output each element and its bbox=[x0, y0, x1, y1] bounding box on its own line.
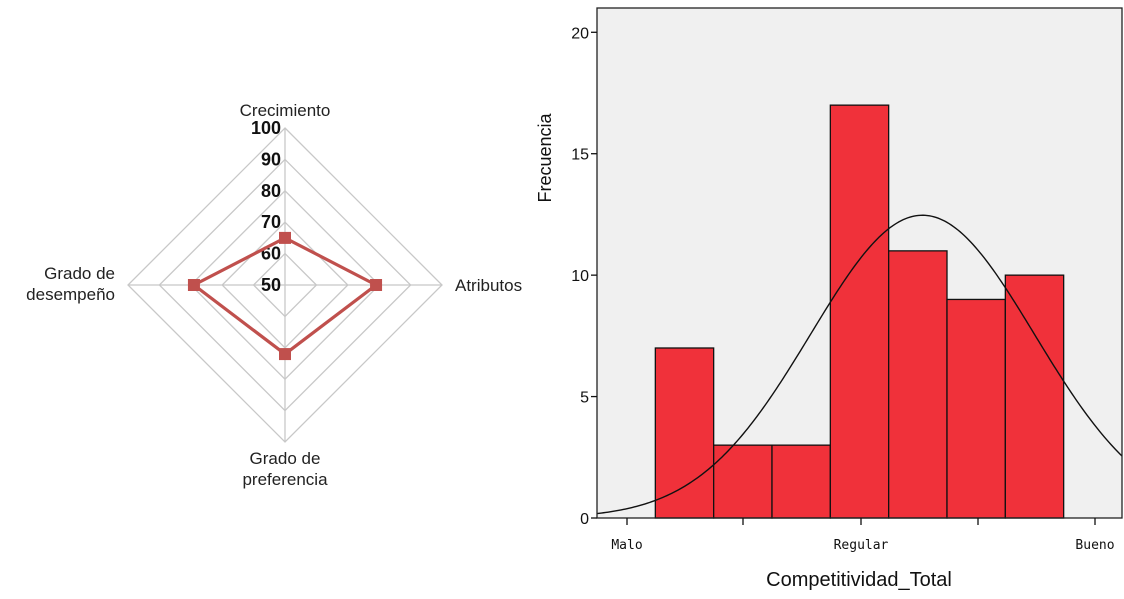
y-tick-label: 20 bbox=[571, 25, 589, 42]
radar-axis-label: Crecimiento bbox=[240, 101, 331, 120]
y-tick-label: 10 bbox=[571, 268, 589, 285]
histogram-bar bbox=[654, 347, 715, 519]
histogram-bar bbox=[1004, 274, 1065, 519]
histogram-bar bbox=[713, 444, 773, 519]
histogram-chart: 0 5 10 15 20 Malo Regular Bueno Frecuencia Com… bbox=[535, 7, 1123, 591]
radar-point-marker bbox=[370, 279, 383, 291]
radar-point-marker bbox=[187, 279, 200, 291]
histogram-bar bbox=[829, 104, 890, 519]
radar-axes bbox=[128, 128, 442, 442]
radar-axis-label: Atributos bbox=[455, 276, 522, 295]
radar-point-marker bbox=[279, 231, 291, 244]
x-axis-label: Competitividad_Total bbox=[766, 569, 952, 591]
x-tick-label: Regular bbox=[834, 538, 889, 553]
y-tick-label: 15 bbox=[571, 147, 589, 164]
histogram-bar bbox=[946, 298, 1006, 519]
histogram-bars bbox=[654, 104, 1065, 519]
normal-curve bbox=[596, 214, 1123, 515]
radar-axis-label: Grado de desempeño bbox=[26, 264, 115, 304]
x-tick-label: Bueno bbox=[1075, 538, 1114, 553]
y-axis-label: Frecuencia bbox=[535, 112, 555, 202]
histogram-bar bbox=[888, 250, 948, 519]
y-tick-label: 0 bbox=[580, 511, 589, 528]
radar-axis-labels: Crecimiento Atributos Grado de preferencia G… bbox=[26, 101, 522, 489]
radar-series bbox=[187, 231, 383, 361]
y-axis: 0 5 10 15 20 bbox=[571, 25, 597, 528]
radar-tick-label: 80 bbox=[261, 181, 281, 201]
radar-tick-label: 50 bbox=[261, 275, 281, 295]
radar-tick-label: 100 bbox=[251, 118, 281, 138]
x-axis: Malo Regular Bueno bbox=[611, 518, 1115, 553]
histogram-bar bbox=[771, 444, 831, 519]
y-tick-label: 5 bbox=[580, 390, 589, 407]
histogram-frame bbox=[596, 7, 1123, 519]
radar-tick-label: 90 bbox=[261, 149, 281, 169]
radar-axis-label: Grado de preferencia bbox=[242, 449, 328, 489]
x-tick-label: Malo bbox=[611, 538, 642, 553]
radar-tick-label: 70 bbox=[261, 212, 281, 232]
radar-point-marker bbox=[279, 348, 291, 361]
